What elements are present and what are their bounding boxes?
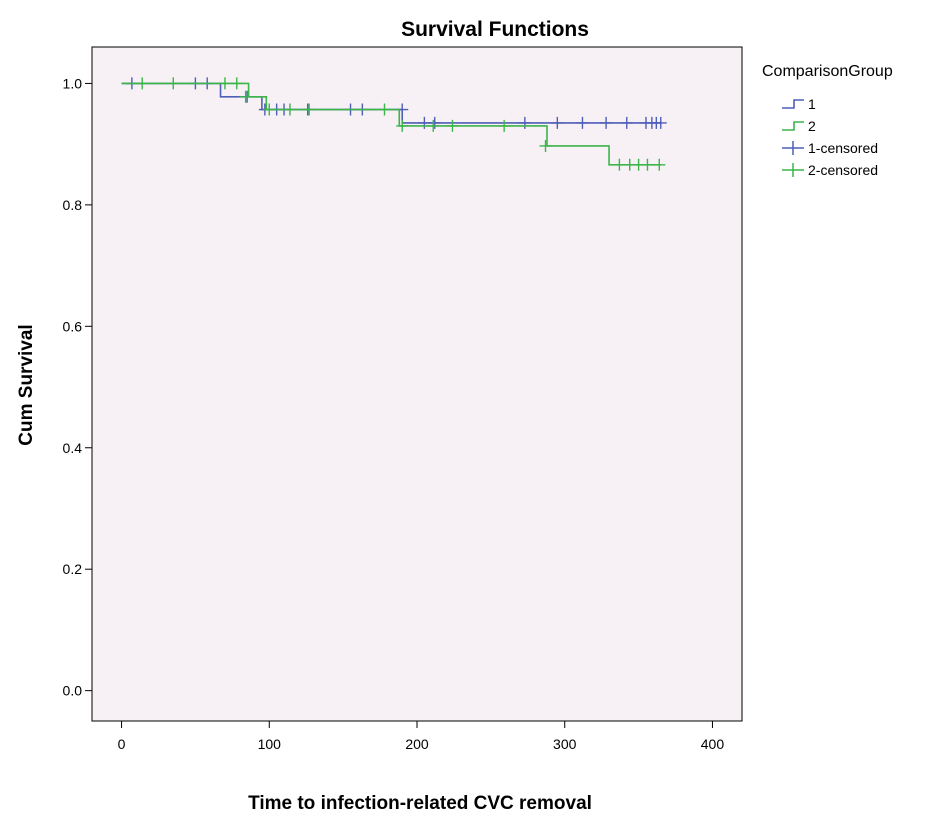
series-1-censored-mark: [418, 116, 431, 129]
series-2-censored-mark: [653, 158, 666, 171]
legend-label: 2: [808, 118, 816, 134]
series-2-censored-mark: [498, 119, 511, 132]
x-tick-label: 0: [118, 736, 126, 752]
series-2-censored-mark: [283, 103, 296, 116]
legend-step-icon: [782, 99, 804, 109]
series-1-censored-mark: [576, 116, 589, 129]
plot-area: [91, 46, 743, 722]
series-2-censored-mark: [427, 119, 440, 132]
series-1-censored-mark: [600, 116, 613, 129]
legend-items: 1 2 1-censored 2-censored: [782, 96, 878, 178]
legend-label: 1-censored: [808, 140, 878, 156]
series-1-censored-mark: [654, 116, 667, 129]
series-2-censored-mark: [396, 119, 409, 132]
series-1-censored-mark: [620, 116, 633, 129]
x-tick-label: 400: [701, 736, 725, 752]
series-1-censored-mark: [551, 116, 564, 129]
series-2-censored-mark: [136, 77, 149, 90]
series-2-line: [121, 82, 661, 166]
series-2-censored-mark: [303, 103, 316, 116]
legend-label: 1: [808, 96, 816, 112]
y-axis-label: Cum Survival: [16, 324, 37, 445]
legend: ComparisonGroup 1 2 1-censored 2-censored: [762, 63, 893, 178]
x-tick-label: 200: [405, 736, 429, 752]
series-1-censored-mark: [518, 116, 531, 129]
legend-plus-icon: [782, 163, 804, 177]
series-1-censored-mark: [428, 116, 441, 129]
y-tick-label: 0.8: [63, 197, 83, 213]
legend-title: ComparisonGroup: [762, 63, 893, 80]
x-axis-ticks: 0 100 200 300 400: [118, 721, 725, 752]
y-tick-label: 0.6: [63, 318, 83, 334]
series-2-censored-mark: [167, 77, 180, 90]
series-2-censored-mark: [239, 90, 252, 103]
x-tick-label: 100: [258, 736, 282, 752]
chart-title: Survival Functions: [401, 18, 589, 41]
x-tick-label: 300: [553, 736, 577, 752]
series-2-censored-mark: [446, 119, 459, 132]
series-2-censored-mark: [218, 77, 231, 90]
series-2-censored-mark: [641, 158, 654, 171]
x-axis-label: Time to infection-related CVC removal: [248, 793, 592, 814]
legend-label: 2-censored: [808, 162, 878, 178]
series-2-censored-mark: [539, 139, 552, 152]
y-axis-ticks: 0.0 0.2 0.4 0.6 0.8 1.0: [63, 75, 92, 699]
series-2-censored-mark: [613, 158, 626, 171]
y-tick-label: 0.4: [63, 440, 83, 456]
y-tick-label: 0.0: [63, 683, 83, 699]
y-tick-label: 1.0: [63, 75, 83, 91]
legend-plus-icon: [782, 141, 804, 155]
y-tick-label: 0.2: [63, 561, 83, 577]
series-2-censored-mark: [263, 103, 276, 116]
legend-step-icon: [782, 121, 804, 131]
series-2-censored-mark: [378, 103, 391, 116]
series-2-censored-mark: [230, 77, 243, 90]
series-layer: [121, 77, 667, 171]
